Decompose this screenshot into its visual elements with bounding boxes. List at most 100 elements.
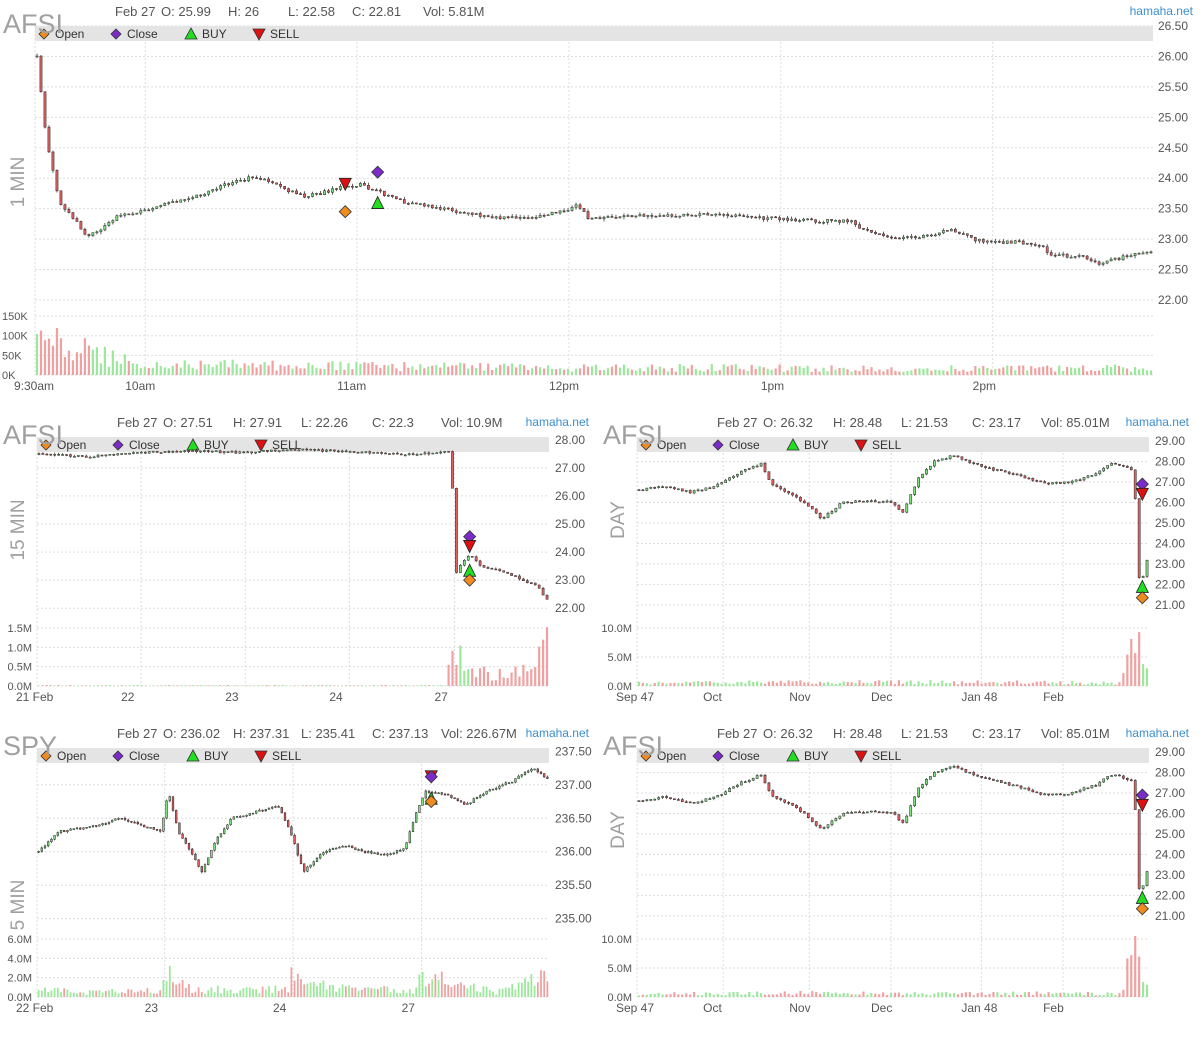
volume-bar [926,368,928,375]
x-axis-tick-label: 2pm [973,379,996,393]
volume-bar [287,365,289,375]
candle-body [444,451,446,452]
candle-body [655,216,657,217]
volume-bar [256,367,258,375]
volume-bar [531,974,533,997]
volume-bar [819,994,821,997]
candle-body [76,828,78,829]
candle-body [502,785,504,786]
candle-body [116,216,118,221]
candle-body [665,487,667,488]
candle-body [470,803,472,804]
candle-body [231,451,233,452]
volume-bar [898,993,900,997]
candle-body [1054,255,1056,256]
volume-bar [511,363,513,375]
candle-body [978,239,980,241]
volume-bar [515,367,517,375]
volume-bar [128,361,130,375]
candle-body [109,454,111,455]
volume-bar [204,994,206,997]
candle-body [639,215,641,216]
candle-body [646,800,648,801]
candle-body [1146,560,1148,576]
candle-body [259,810,261,811]
candle-body [240,180,242,181]
candle-body [1000,780,1002,782]
candle-body [169,797,171,801]
volume-bar [191,993,193,997]
candle-body [1028,478,1030,479]
candle-body [534,769,536,770]
candle-body [977,775,979,776]
volume-bar [615,365,617,375]
candle-body [459,212,461,213]
volume-bar [1059,993,1061,997]
volume-bar [743,370,745,375]
candle-body [1058,255,1060,256]
y-axis-tick-label: 23.00 [1155,557,1185,571]
y-axis-tick-label: 24.50 [1158,141,1188,155]
candle-body [248,177,250,181]
candle-body [160,206,162,207]
candle-body [361,452,363,453]
candle-body [878,234,880,235]
candle-body [463,560,465,565]
volume-bar [918,368,920,375]
candle-body [455,211,457,213]
candle-body [1079,480,1081,481]
candle-body [185,838,187,843]
candle-body [1075,792,1077,793]
volume-bar [823,683,825,686]
y-axis-tick-label: 23.00 [1155,868,1185,882]
candle-body [826,219,828,222]
candle-body [748,468,750,469]
candle-body [902,820,904,822]
volume-bar [914,684,916,686]
candle-body [735,215,737,217]
candle-body [768,472,770,480]
candle-body [54,454,56,455]
volume-bar [878,369,880,375]
candle-body [736,785,738,787]
volume-bar [211,685,213,686]
candle-body [243,452,245,453]
volume-bar [295,366,297,375]
candle-body [200,195,202,196]
volume-bar [1002,367,1004,375]
volume-bar [54,988,56,997]
candle-body [64,205,66,210]
volume-bar [357,685,359,686]
volume-bar [1099,995,1101,997]
volume-bar [263,362,265,375]
candle-body [744,782,746,783]
candle-body [108,222,110,225]
candle-body [755,217,757,218]
volume-bar [898,372,900,375]
candle-body [503,571,505,573]
candle-body [291,191,293,192]
volume-bar [422,972,424,997]
volume-bar [1010,366,1012,375]
volume-bar [227,685,229,686]
x-axis-tick-label: 9:30am [14,379,54,393]
volume-bar [399,371,401,375]
volume-bar [89,990,91,997]
volume-bar [949,683,951,686]
volume-bar [687,369,689,375]
volume-bar [898,680,900,686]
volume-bar [942,370,944,375]
volume-bar [475,368,477,375]
candle-body [779,218,781,220]
candle-body [92,233,94,236]
volume-bar [667,371,669,375]
x-axis-tick-label: 22 [121,690,135,704]
volume-bar [499,669,501,686]
volume-bar [435,974,437,997]
volume-bar [502,989,504,997]
candle-body [455,488,457,572]
volume-bar [945,992,947,997]
candle-body [918,788,920,797]
candle-body [99,825,101,826]
volume-bar [112,351,114,375]
